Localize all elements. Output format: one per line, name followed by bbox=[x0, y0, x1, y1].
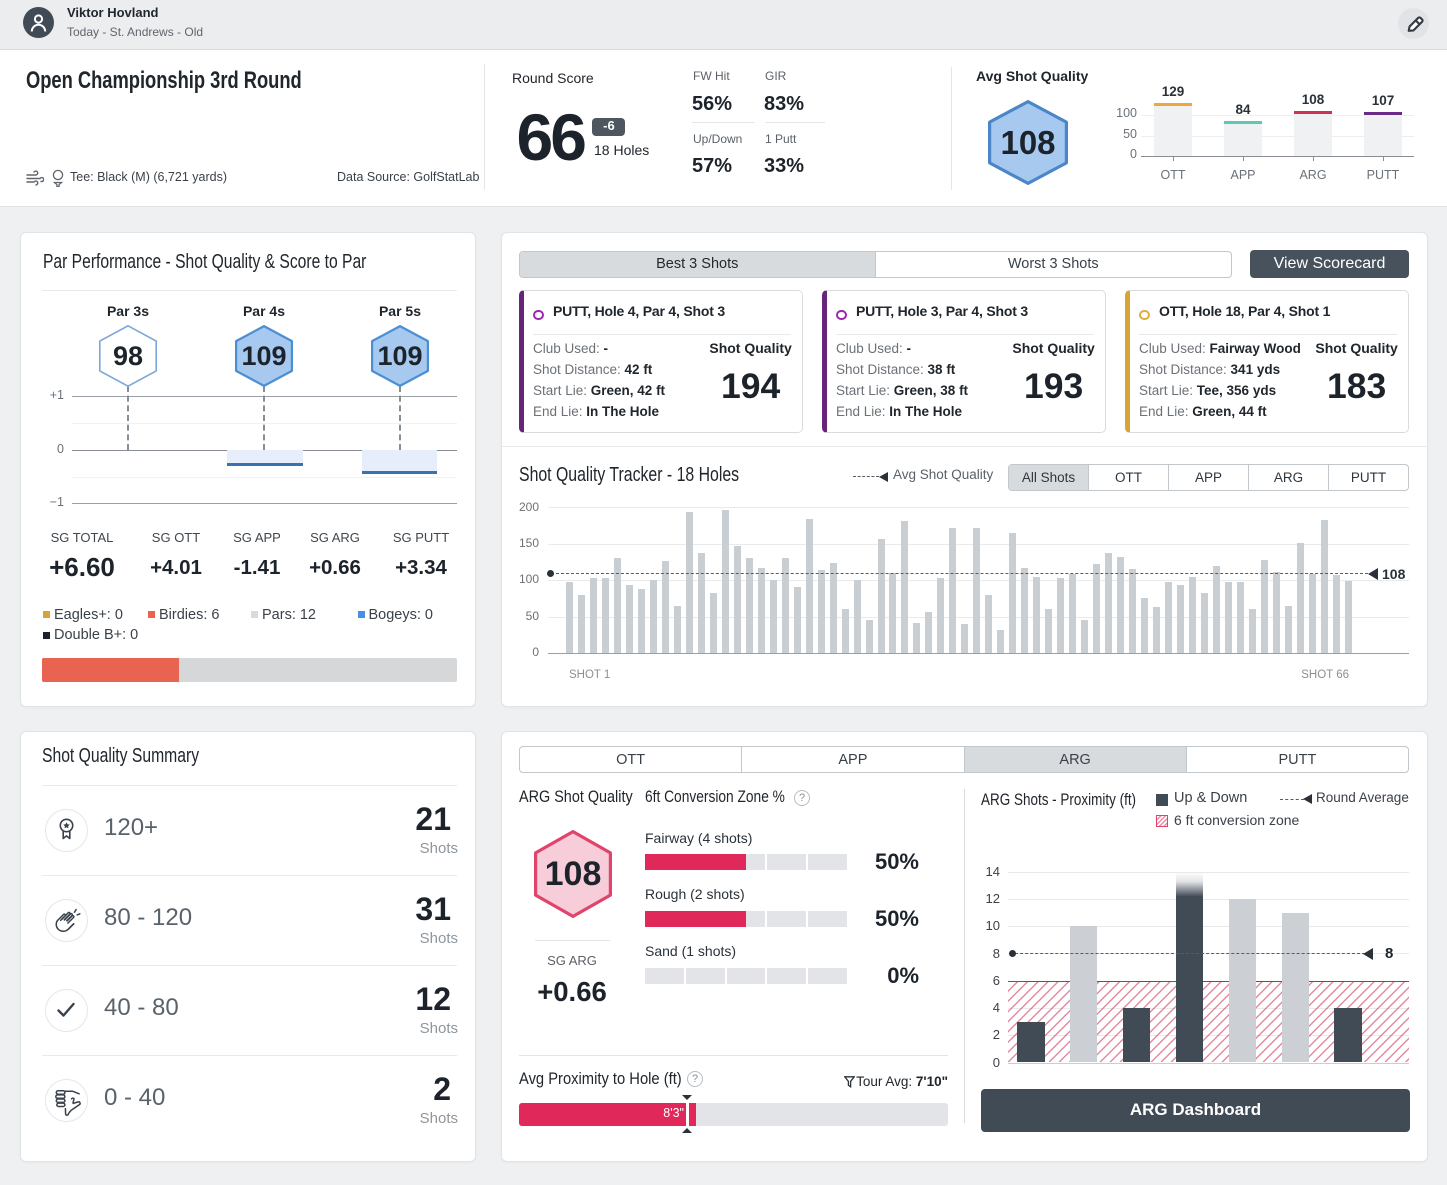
svg-text:109: 109 bbox=[377, 341, 422, 371]
svg-text:108: 108 bbox=[1000, 124, 1055, 161]
svg-text:98: 98 bbox=[113, 341, 143, 371]
svg-text:109: 109 bbox=[241, 341, 286, 371]
svg-text:108: 108 bbox=[545, 855, 602, 893]
